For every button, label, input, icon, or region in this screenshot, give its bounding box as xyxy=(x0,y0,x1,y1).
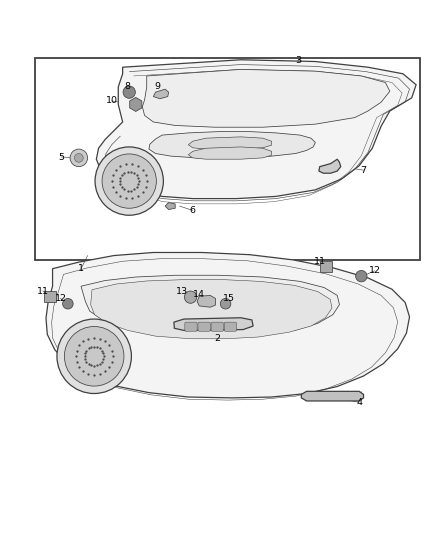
Bar xyxy=(320,261,332,272)
Polygon shape xyxy=(301,391,364,401)
FancyBboxPatch shape xyxy=(185,322,197,332)
Circle shape xyxy=(102,154,156,208)
Circle shape xyxy=(57,319,131,393)
Circle shape xyxy=(184,291,197,303)
Polygon shape xyxy=(319,159,341,173)
Circle shape xyxy=(63,298,73,309)
Text: 11: 11 xyxy=(314,257,326,266)
Text: 14: 14 xyxy=(193,290,205,300)
Text: 11: 11 xyxy=(37,287,49,295)
Text: 15: 15 xyxy=(223,294,235,303)
Text: 8: 8 xyxy=(124,82,130,91)
Text: 13: 13 xyxy=(176,287,188,296)
FancyBboxPatch shape xyxy=(211,322,223,332)
Text: 6: 6 xyxy=(190,206,196,215)
FancyBboxPatch shape xyxy=(224,322,237,332)
Text: 3: 3 xyxy=(295,56,301,65)
Text: 7: 7 xyxy=(360,166,367,175)
Polygon shape xyxy=(153,89,169,99)
Circle shape xyxy=(95,147,163,215)
Circle shape xyxy=(220,298,231,309)
Circle shape xyxy=(64,327,124,386)
Polygon shape xyxy=(142,69,390,127)
Text: 1: 1 xyxy=(78,264,84,273)
Circle shape xyxy=(123,86,135,98)
Text: 9: 9 xyxy=(155,83,161,92)
Text: 10: 10 xyxy=(106,96,118,106)
Circle shape xyxy=(70,149,88,167)
Polygon shape xyxy=(197,295,215,307)
Polygon shape xyxy=(96,60,416,199)
Circle shape xyxy=(356,270,367,282)
Polygon shape xyxy=(174,318,253,330)
Text: 2: 2 xyxy=(214,334,220,343)
Text: 4: 4 xyxy=(356,398,362,407)
Bar xyxy=(35,59,420,260)
Text: 12: 12 xyxy=(368,266,381,276)
Polygon shape xyxy=(188,137,272,149)
Circle shape xyxy=(74,154,83,162)
Polygon shape xyxy=(188,147,272,159)
Bar xyxy=(44,291,56,302)
Polygon shape xyxy=(81,275,339,336)
Text: 12: 12 xyxy=(54,294,67,303)
Polygon shape xyxy=(91,280,332,339)
Polygon shape xyxy=(46,253,410,398)
Polygon shape xyxy=(165,203,175,209)
Text: 5: 5 xyxy=(58,152,64,161)
Polygon shape xyxy=(149,132,315,158)
FancyBboxPatch shape xyxy=(198,322,210,332)
